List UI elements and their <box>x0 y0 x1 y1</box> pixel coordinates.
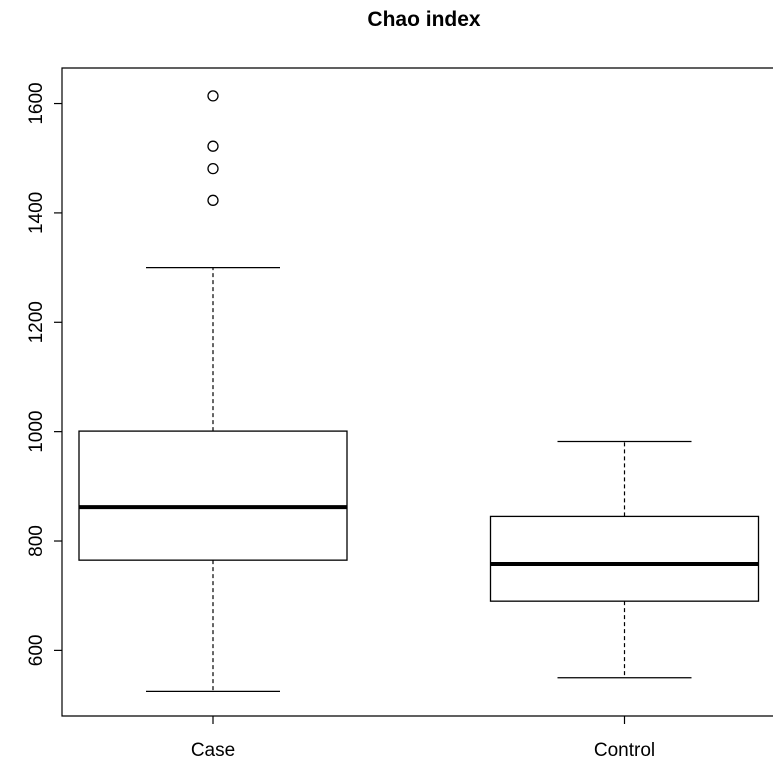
outlier-point <box>207 162 219 175</box>
chart-title: Chao index <box>367 8 481 31</box>
outlier-point <box>207 194 219 206</box>
y-tick-label: 1400 <box>26 192 47 234</box>
plot-area: 600 800 1000 1200 1400 1600 Case Control <box>26 67 773 761</box>
x-tick-label: Case <box>191 740 235 761</box>
y-tick-label: 1000 <box>26 411 47 453</box>
y-tick-label: 800 <box>26 525 47 557</box>
outlier-point <box>207 90 219 102</box>
y-tick-label: 1200 <box>26 301 47 343</box>
plot-frame <box>61 67 773 717</box>
iqr-box <box>78 430 348 561</box>
y-tick-label: 1600 <box>26 82 47 124</box>
x-tick-label: Control <box>594 740 655 761</box>
y-tick-label: 600 <box>26 635 47 667</box>
iqr-box <box>489 515 760 602</box>
outlier-point <box>207 140 219 152</box>
